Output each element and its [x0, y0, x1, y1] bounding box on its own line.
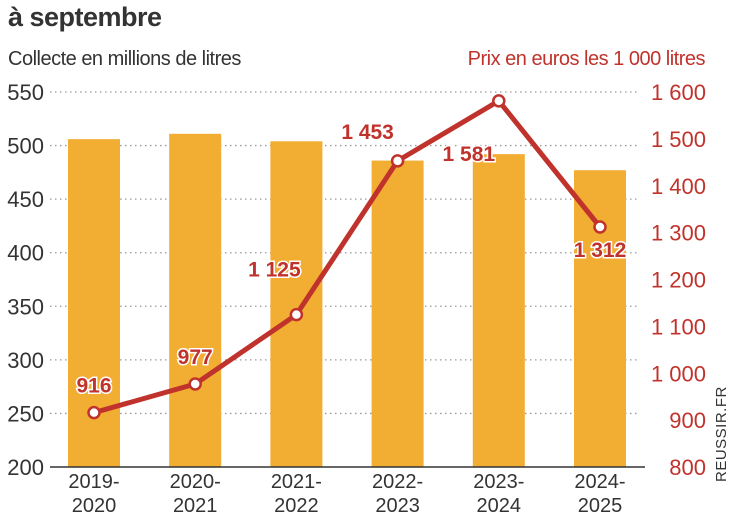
left-tick-label: 250 [7, 401, 44, 426]
right-tick-label: 1 400 [651, 174, 706, 199]
right-tick-label: 1 100 [651, 314, 706, 339]
left-tick-label: 450 [7, 187, 44, 212]
price-data-label: 916 [76, 375, 111, 398]
bar [169, 133, 222, 468]
bar [472, 154, 525, 467]
x-tick-label: 2022- [372, 471, 423, 493]
left-axis-label: Collecte en millions de litres [8, 48, 241, 70]
left-tick-label: 350 [7, 294, 44, 319]
right-axis-label: Prix en euros les 1 000 litres [467, 48, 706, 70]
source-credit: REUSSIR.FR [713, 386, 730, 482]
x-tick-label: 2021 [173, 495, 218, 513]
right-tick-label: 1 000 [651, 361, 706, 386]
x-tick-label: 2024 [477, 495, 522, 513]
left-tick-label: 550 [7, 80, 44, 105]
x-tick-label: 2020- [170, 471, 221, 493]
bar [270, 141, 323, 468]
price-point [188, 377, 202, 391]
left-tick-label: 400 [7, 241, 44, 266]
left-tick-label: 500 [7, 134, 44, 159]
bar [574, 170, 626, 467]
x-tick-label: 2024- [574, 471, 625, 493]
price-data-label: 977 [178, 346, 213, 369]
price-point [492, 94, 506, 108]
x-tick-label: 2023- [473, 471, 524, 493]
price-line [93, 98, 602, 416]
right-tick-label: 1 200 [651, 268, 706, 293]
right-tick-label: 1 600 [651, 80, 706, 105]
x-tick-label: 2021- [271, 471, 322, 493]
x-tick-label: 2022 [274, 495, 319, 513]
x-tick-label: 2020 [72, 495, 117, 513]
price-point [87, 405, 101, 420]
price-point [390, 154, 405, 168]
right-tick-label: 800 [669, 455, 706, 480]
price-data-label: 1 312 [574, 239, 627, 262]
x-tick-label: 2025 [578, 495, 623, 513]
price-point [289, 307, 304, 322]
right-tick-label: 1 500 [651, 127, 706, 152]
chart-title: à septembre [8, 2, 162, 32]
left-tick-label: 300 [7, 348, 44, 373]
bar [371, 160, 424, 468]
price-data-label: 1 581 [443, 143, 496, 166]
price-point [593, 220, 607, 234]
price-data-label: 1 453 [341, 121, 394, 144]
right-tick-label: 900 [669, 408, 706, 433]
right-tick-label: 1 300 [651, 221, 706, 246]
price-data-label: 1 125 [248, 259, 301, 282]
x-tick-label: 2019- [68, 471, 119, 493]
left-tick-label: 200 [7, 455, 44, 480]
x-tick-label: 2023 [375, 495, 420, 513]
